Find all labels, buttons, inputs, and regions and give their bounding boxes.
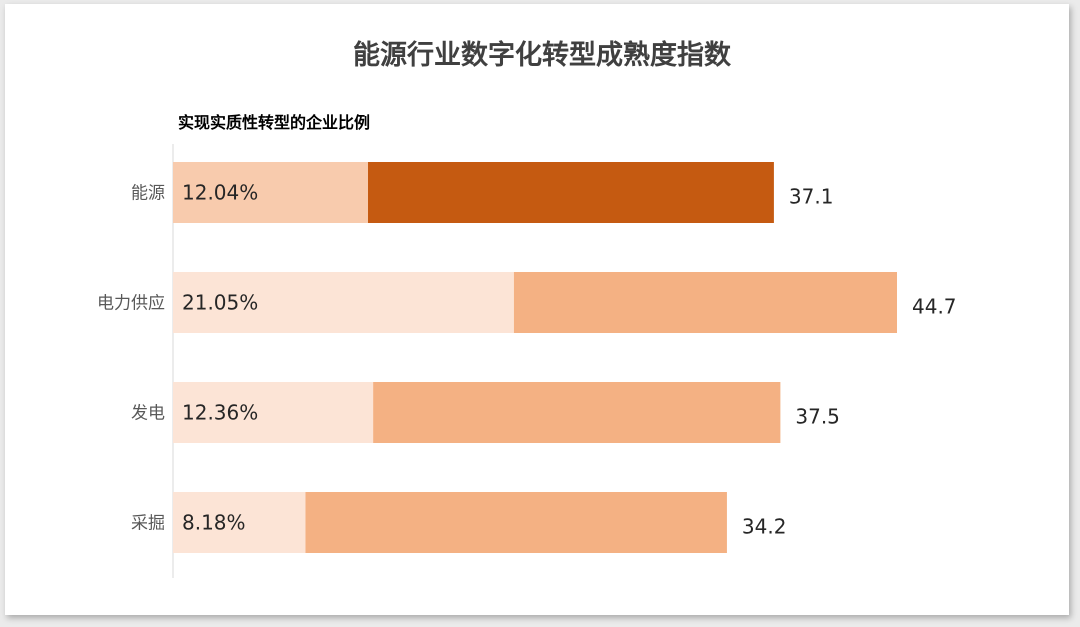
bar-chart: 能源行业数字化转型成熟度指数 实现实质性转型的企业比例 能源 12.04% 37.1… <box>97 39 957 578</box>
category-label: 发电 <box>131 404 165 424</box>
chart-title: 能源行业数字化转型成熟度指数 <box>353 39 732 71</box>
bars-group: 能源 12.04% 37.1 电力供应 21.05% 44.7 发电 12.36% 37.5 采掘… <box>97 162 957 553</box>
category-label: 电力供应 <box>97 294 165 314</box>
share-value-label: 12.36% <box>182 401 258 425</box>
index-value-label: 37.5 <box>795 405 840 429</box>
bar-share <box>173 272 514 333</box>
index-value-label: 37.1 <box>789 185 834 209</box>
share-value-label: 8.18% <box>182 511 246 535</box>
share-value-label: 21.05% <box>182 291 258 315</box>
index-value-label: 34.2 <box>742 515 787 539</box>
chart-card: 能源行业数字化转型成熟度指数 实现实质性转型的企业比例 能源 12.04% 37.1… <box>5 4 1069 615</box>
bar-share <box>173 492 306 553</box>
bar-share <box>173 382 374 443</box>
category-label: 能源 <box>131 184 165 204</box>
share-value-label: 12.04% <box>182 181 258 205</box>
chart-subtitle: 实现实质性转型的企业比例 <box>178 113 370 132</box>
index-value-label: 44.7 <box>912 295 957 319</box>
bar-share <box>173 162 369 223</box>
category-label: 采掘 <box>131 514 165 534</box>
